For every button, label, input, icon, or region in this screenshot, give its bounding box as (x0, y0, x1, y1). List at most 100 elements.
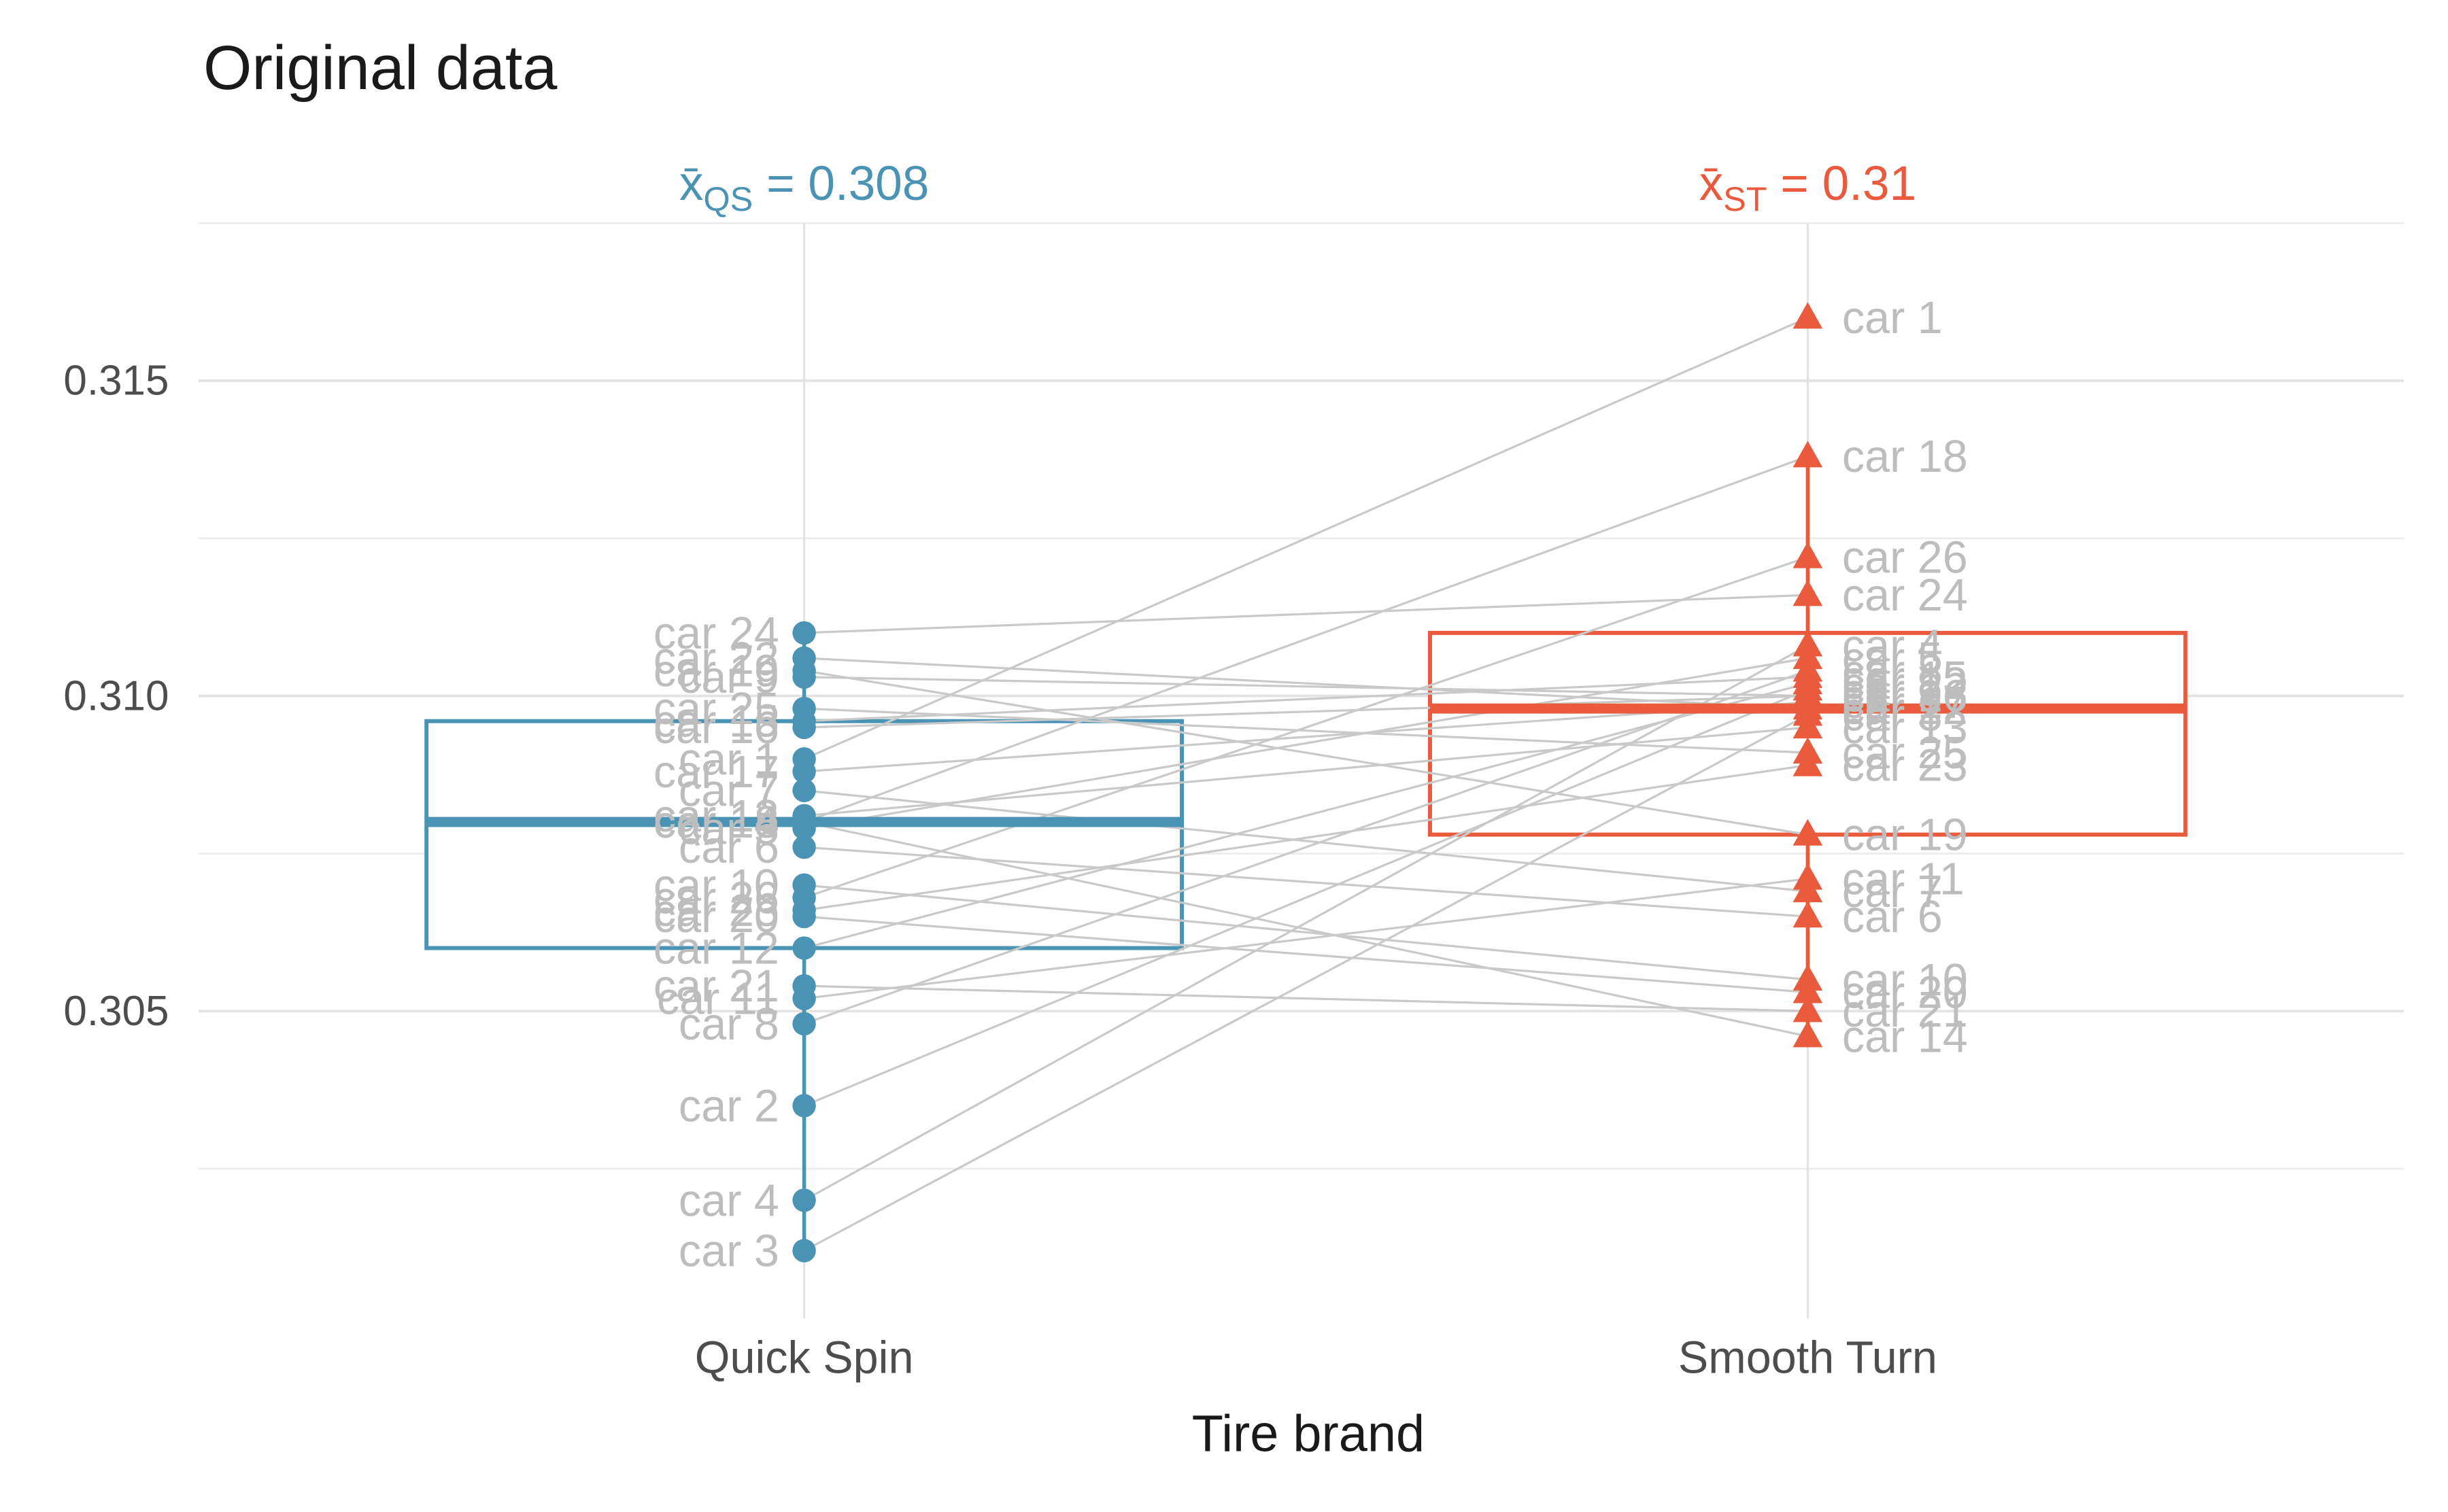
car-label-quick-spin: car 11 (657, 974, 779, 1025)
pair-line (803, 645, 1809, 1201)
car-label-quick-spin: car 1 (679, 734, 779, 785)
smooth-turn-point (1792, 579, 1823, 606)
mean-annotations: x̄QS = 0.308 x̄ST = 0.31 (679, 157, 1916, 218)
car-label-smooth-turn: car 3 (1842, 690, 1943, 740)
quick-spin-point (792, 696, 816, 721)
pair-line (804, 884, 1808, 981)
smooth-turn-point (1792, 541, 1823, 568)
car-label-quick-spin: car 4 (679, 1175, 779, 1226)
quick-spin-point (792, 886, 816, 910)
pair-line (804, 670, 1808, 1025)
quick-spin-point (792, 1012, 816, 1036)
car-label-smooth-turn: car 17 (1842, 678, 1968, 728)
car-label-quick-spin: car 26 (653, 873, 779, 923)
smooth-turn-point (1792, 712, 1823, 739)
car-label-smooth-turn: car 16 (1842, 672, 1968, 722)
pair-line (803, 316, 1809, 760)
pair-line (804, 594, 1808, 634)
smooth-turn-point (1792, 441, 1823, 468)
smooth-turn-point (1792, 995, 1823, 1023)
pair-line (804, 915, 1808, 994)
smooth-turn-point (1792, 1020, 1823, 1048)
car-label-quick-spin: car 14 (653, 797, 779, 848)
car-label-smooth-turn: car 2 (1842, 665, 1943, 715)
car-label-smooth-turn: car 15 (1842, 653, 1968, 703)
quick-spin-point (792, 759, 816, 784)
smooth-turn-point (1792, 901, 1823, 928)
smooth-turn-point (1792, 819, 1823, 846)
smooth-turn-point (1792, 302, 1823, 329)
quick-spin-point (792, 778, 816, 802)
quick-spin-point (792, 936, 816, 960)
car-label-quick-spin: car 6 (679, 823, 779, 873)
smooth-turn-point (1792, 693, 1823, 720)
quick-spin-point (792, 621, 816, 645)
car-label-smooth-turn: car 4 (1842, 621, 1943, 671)
car-label-quick-spin: car 25 (653, 684, 779, 734)
car-label-smooth-turn: car 8 (1842, 646, 1943, 696)
quick-spin-point (792, 835, 816, 859)
car-label-quick-spin: car 10 (653, 861, 779, 911)
car-label-smooth-turn: car 13 (1842, 703, 1968, 753)
car-label-quick-spin: car 20 (653, 892, 779, 942)
smooth-turn-point (1792, 863, 1823, 890)
car-label-smooth-turn: car 21 (1842, 986, 1968, 1037)
car-label-smooth-turn: car 22 (1842, 684, 1968, 734)
pair-line (804, 726, 1808, 817)
pair-line (804, 821, 1808, 1037)
pair-lines (803, 316, 1809, 1252)
car-label-smooth-turn: car 7 (1842, 867, 1943, 917)
car-label-smooth-turn: car 18 (1842, 432, 1968, 482)
car-label-smooth-turn: car 10 (1842, 955, 1968, 1006)
car-label-quick-spin: car 12 (653, 923, 779, 974)
car-label-quick-spin: car 23 (653, 886, 779, 936)
pair-line (804, 707, 1808, 754)
pair-line (804, 682, 1808, 950)
y-tick-label: 0.305 (63, 988, 169, 1035)
car-label-quick-spin: car 15 (653, 697, 779, 747)
car-label-quick-spin: car 5 (679, 804, 779, 854)
pair-line (804, 455, 1808, 823)
car-label-quick-spin: car 18 (653, 797, 779, 848)
pair-line (804, 789, 1808, 893)
smooth-turn-point (1792, 976, 1823, 1003)
car-label-smooth-turn: car 14 (1842, 1012, 1968, 1062)
pair-line (804, 877, 1808, 1000)
pair-line (803, 688, 1809, 1107)
car-label-smooth-turn: car 23 (1842, 741, 1968, 791)
car-label-quick-spin: car 8 (679, 999, 779, 1050)
car-label-quick-spin: car 9 (679, 653, 779, 703)
car-label-smooth-turn: car 6 (1842, 892, 1943, 942)
car-label-smooth-turn: car 26 (1842, 533, 1968, 583)
pair-line (804, 676, 1808, 698)
quick-spin-point (792, 1239, 816, 1262)
quick-spin-point (792, 810, 816, 834)
car-label-smooth-turn: car 12 (1842, 659, 1968, 709)
car-label-quick-spin: car 2 (679, 1081, 779, 1131)
car-label-quick-spin: car 24 (653, 608, 779, 659)
y-tick-label: 0.310 (63, 672, 169, 719)
quick-spin-point (792, 1094, 816, 1118)
smooth-turn-point (1792, 661, 1823, 688)
smooth-turn-point (1792, 737, 1823, 764)
x-tick-label: Smooth Turn (1678, 1333, 1937, 1384)
car-label-quick-spin: car 7 (679, 766, 779, 817)
car-label-quick-spin: car 22 (653, 634, 779, 684)
pair-line (804, 676, 1808, 723)
x-tick-label: Quick Spin (695, 1333, 914, 1384)
car-label-quick-spin: car 16 (653, 703, 779, 753)
car-label-smooth-turn: car 11 (1842, 854, 1965, 904)
car-label-smooth-turn: car 20 (1842, 967, 1968, 1018)
car-label-smooth-turn: car 9 (1842, 672, 1943, 722)
x-axis-title: Tire brand (1192, 1405, 1425, 1462)
pair-line (803, 714, 1809, 1252)
car-label-quick-spin: car 19 (653, 646, 779, 696)
car-label-quick-spin: car 17 (653, 747, 779, 797)
pair-line (804, 657, 1808, 710)
car-label-quick-spin: car 13 (653, 791, 779, 842)
quick-spin-point (792, 715, 816, 740)
quick-spin-point (792, 974, 816, 998)
